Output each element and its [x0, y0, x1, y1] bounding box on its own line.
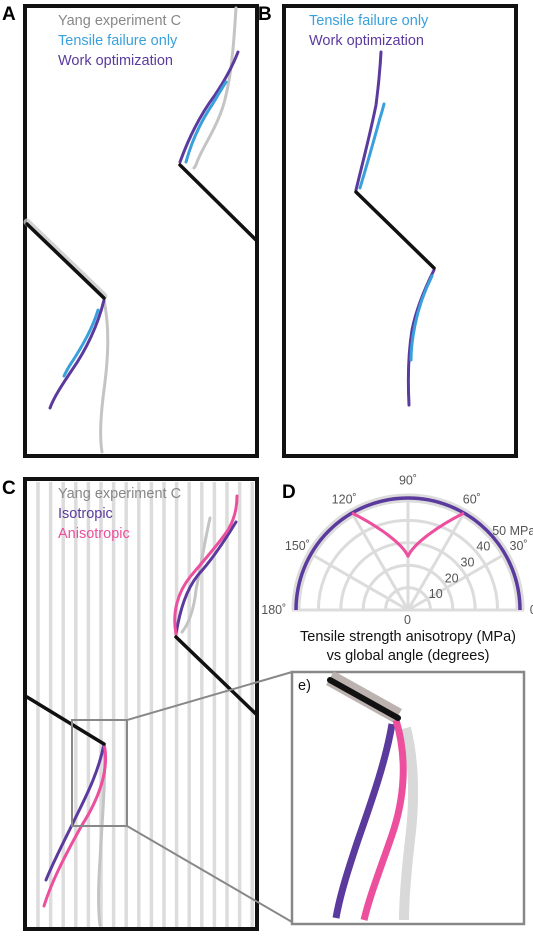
polar-caption-line2: vs global angle (degrees)	[327, 648, 490, 664]
legend-work-a: Work optimization	[58, 53, 173, 69]
panel-b-label: B	[258, 4, 272, 25]
legend-isotropic-c: Isotropic	[58, 506, 113, 522]
radial-label-20: 20	[445, 571, 459, 585]
panel-b-frame	[282, 4, 518, 458]
initial-crack-b	[354, 190, 436, 270]
angle-label-30: 30˚	[510, 539, 528, 553]
radial-label-0: 0	[404, 613, 411, 627]
angle-label-180: 180˚	[261, 603, 286, 617]
angle-label-90: 90˚	[399, 473, 417, 487]
legend-tensile-a: Tensile failure only	[58, 33, 178, 49]
radial-label-50: 50 MPa	[492, 524, 533, 538]
yang-trace-inset	[399, 726, 419, 921]
radial-label-40: 40	[476, 540, 490, 554]
panel-e-label: e)	[298, 678, 311, 694]
radial-label-30: 30	[461, 556, 475, 570]
zoom-connector-bottom	[126, 825, 293, 923]
initial-crack-upper-c	[174, 635, 258, 716]
yang-trace-upper	[192, 6, 238, 170]
anisotropic-branch-inset	[360, 718, 407, 921]
initial-crack-upper	[178, 163, 258, 242]
legend-yang-a: Yang experiment C	[58, 13, 181, 29]
tensile-branch-upper-b	[358, 102, 386, 190]
isotropic-series-arc	[294, 496, 522, 611]
initial-crack-lower	[25, 222, 106, 300]
polar-spoke-60	[406, 512, 466, 611]
legend-yang-c: Yang experiment C	[58, 486, 181, 502]
work-branch-upper-b	[354, 50, 383, 192]
isotropic-branch-upper	[174, 520, 238, 636]
tensile-branch-lower-b	[409, 274, 434, 362]
panel-b: B Tensile failure only Work optimization	[258, 4, 518, 458]
angle-label-0: 0˚	[530, 603, 533, 617]
anisotropic-series-curve	[351, 511, 465, 558]
zoom-connector-top	[126, 671, 293, 721]
angle-label-60: 60˚	[463, 492, 481, 506]
panel-d-label: D	[282, 482, 296, 503]
legend-anisotropic-c: Anisotropic	[58, 526, 130, 542]
work-branch-upper	[178, 50, 240, 164]
panel-a-label: A	[2, 4, 16, 25]
legend-work-b: Work optimization	[309, 33, 424, 49]
yang-trace-upper-c	[180, 516, 212, 634]
polar-spoke-150	[310, 552, 409, 612]
panel-e: e)	[290, 670, 526, 926]
angle-label-150: 150˚	[285, 539, 310, 553]
polar-spoke-30	[407, 552, 506, 612]
tensile-branch-upper	[184, 80, 228, 164]
anisotropic-branch-upper	[173, 494, 239, 636]
panel-a: A Yang experiment C Tensile failure only…	[2, 4, 259, 458]
polar-spoke-120	[350, 512, 410, 611]
work-branch-lower	[48, 298, 106, 410]
panel-c-label: C	[2, 478, 16, 499]
isotropic-branch-inset	[332, 723, 396, 919]
yang-trace-lower	[99, 298, 110, 454]
polar-caption-line1: Tensile strength anisotropy (MPa)	[300, 629, 516, 645]
tensile-branch-lower	[62, 308, 100, 378]
panel-c-frame	[23, 477, 259, 931]
angle-label-120: 120˚	[332, 492, 357, 506]
radial-label-10: 10	[429, 587, 443, 601]
initial-crack-inset	[327, 677, 401, 721]
legend-tensile-b: Tensile failure only	[309, 13, 429, 29]
zoom-box	[71, 719, 128, 827]
initial-crack-lower-c	[25, 695, 106, 746]
vertical-grid-lines	[36, 482, 254, 927]
panel-c: C Yang experiment C Isotropic Anisotropi…	[2, 477, 259, 931]
